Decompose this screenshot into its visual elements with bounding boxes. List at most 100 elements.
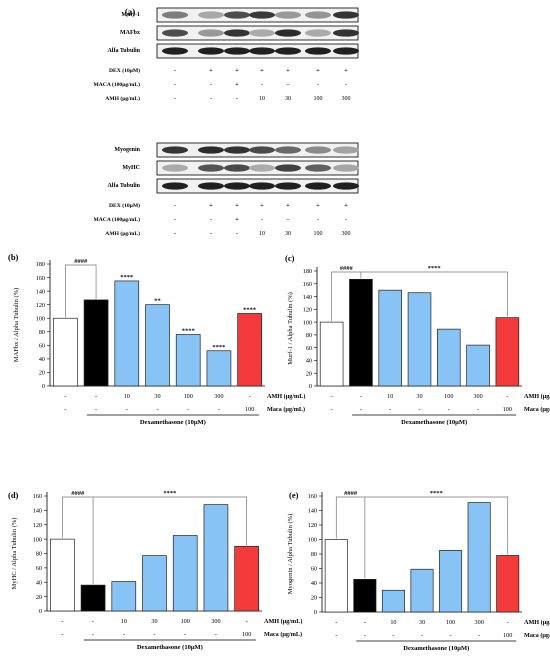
maca-value: -	[450, 632, 452, 639]
y-tick-label: 120	[303, 307, 312, 314]
y-tick-label: 0	[42, 383, 45, 390]
condition-value: -	[236, 231, 238, 237]
amh-value: -	[61, 618, 63, 625]
condition-label: DEX (10μM)	[109, 202, 140, 209]
y-tick-label: 120	[308, 522, 317, 529]
bar-4	[172, 535, 198, 612]
blot-label: Alfa Tubulin	[107, 48, 140, 54]
blot-band	[305, 146, 331, 154]
blot-band	[333, 47, 359, 55]
blot-band	[198, 29, 224, 37]
bracket-label: ####	[71, 490, 85, 497]
condition-value: +	[209, 203, 213, 209]
blot-strip-0	[156, 7, 359, 23]
panel-label: (c)	[285, 253, 295, 263]
blot-band	[275, 11, 301, 19]
bar-0	[319, 321, 344, 387]
dex-label: Dexamethasone (10μM)	[140, 419, 206, 426]
blot-band	[305, 164, 331, 172]
condition-value: +	[344, 203, 348, 209]
blot-band	[162, 11, 188, 19]
amh-value: -	[92, 618, 94, 625]
bar-6	[237, 313, 262, 387]
blot-band	[333, 11, 359, 19]
blot-label: MyHC	[122, 165, 140, 171]
blot-band	[275, 29, 301, 37]
maca-value: -	[184, 631, 186, 638]
blot-strip-4	[156, 160, 359, 176]
blot-band	[333, 146, 359, 154]
condition-value: +	[344, 68, 348, 74]
blot-band	[198, 11, 224, 19]
panel-label: (e)	[289, 490, 299, 500]
maca-value: -	[421, 632, 423, 639]
y-axis-label: MAFbx / Alpha Tubulin (%)	[13, 288, 20, 362]
bar-2	[114, 280, 140, 387]
amh-value: -	[95, 393, 97, 400]
blot-strip-3	[156, 142, 359, 158]
blot-band	[275, 182, 301, 190]
y-tick-label: 180	[36, 261, 45, 268]
bar-5	[466, 344, 490, 387]
maca-value: -	[215, 631, 217, 638]
maca-value: 100	[242, 631, 251, 638]
blot-band	[162, 47, 188, 55]
condition-value: +	[235, 203, 239, 209]
blot-label: Alfa Tubulin	[107, 183, 140, 189]
y-tick-label: 100	[308, 537, 317, 544]
y-tick-label: 120	[33, 522, 42, 529]
condition-value: +	[235, 68, 239, 74]
blot-band	[224, 146, 250, 154]
blot-band	[198, 47, 224, 55]
blot-band	[224, 11, 250, 19]
blot-band	[333, 164, 359, 172]
chart-0: (b) 0 20 40 60 80 100 120 140 160 180 MAFbx / Alpha…	[8, 252, 305, 426]
amh-label: AMH (μg/mL)	[267, 393, 305, 400]
span-label: ****	[163, 490, 176, 497]
condition-value: -	[174, 231, 176, 237]
condition-value: -	[345, 217, 347, 223]
bracket-label: ####	[74, 258, 88, 265]
amh-label: AMH (μg/mL)	[524, 619, 550, 626]
dex-label: Dexamethasone (10μM)	[137, 644, 203, 651]
significance-stars: **	[154, 298, 161, 305]
maca-value: -	[218, 406, 220, 413]
maca-value: -	[61, 631, 63, 638]
y-tick-label: 80	[36, 551, 42, 558]
dex-label: Dexamethasone (10μM)	[403, 645, 469, 652]
bar-6	[495, 317, 520, 387]
blot-strip-1	[156, 25, 359, 41]
bar-2	[378, 289, 402, 387]
condition-label: AMH (μg/mL)	[105, 230, 140, 237]
amh-value: 30	[419, 619, 425, 626]
panel-label: (d)	[8, 490, 19, 500]
condition-value: -	[210, 217, 212, 223]
blot-band	[249, 146, 275, 154]
blot-block-top: Murf-1 MAFbx Alfa Tubulin DEX (10μM) - + + + + + +…	[93, 7, 359, 102]
bar-3	[407, 292, 432, 387]
y-tick-label: 160	[303, 281, 312, 288]
maca-value: -	[95, 406, 97, 413]
y-tick-label: 140	[33, 508, 42, 515]
maca-value: 100	[245, 406, 254, 413]
condition-value: 100	[314, 96, 323, 102]
amh-value: 100	[446, 619, 455, 626]
blot-band	[249, 164, 275, 172]
maca-value: -	[478, 632, 480, 639]
blot-band	[224, 182, 250, 190]
significance-stars: ****	[120, 274, 133, 281]
y-tick-label: 140	[303, 294, 312, 301]
y-tick-label: 100	[303, 319, 312, 326]
y-tick-label: 60	[39, 343, 45, 350]
blot-band	[224, 47, 250, 55]
condition-value: 300	[342, 96, 351, 102]
condition-value: -	[317, 82, 319, 88]
bar-1	[80, 584, 106, 612]
amh-value: 100	[444, 393, 453, 400]
y-tick-label: 180	[303, 268, 312, 275]
bar-0	[324, 539, 348, 613]
condition-value: +	[235, 82, 239, 88]
y-tick-label: 100	[33, 536, 42, 543]
y-tick-label: 0	[39, 608, 42, 615]
